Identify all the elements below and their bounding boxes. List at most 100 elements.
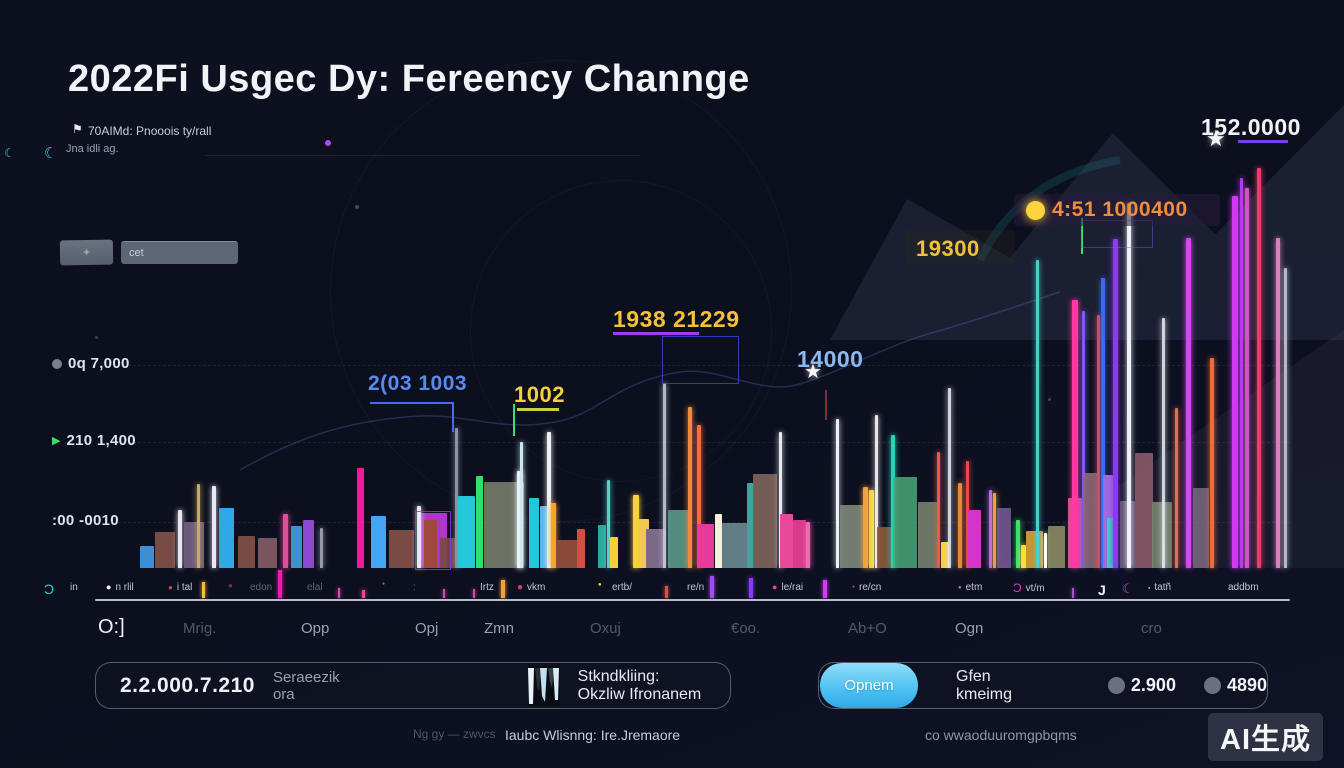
- data-label: 2(03 1003: [368, 372, 468, 395]
- axis-tick: [362, 590, 365, 598]
- tick-dot-icon: ●: [772, 582, 778, 592]
- stat-value-1: 2.900: [1130, 675, 1176, 695]
- axis-tick: [823, 580, 827, 598]
- tick-dot-icon: ●: [168, 582, 173, 592]
- search-input[interactable]: cet: [121, 241, 238, 264]
- stat-value-2: 4890: [1226, 675, 1267, 695]
- connector-line: [825, 390, 827, 420]
- bar: [598, 525, 606, 568]
- bar: [747, 483, 754, 568]
- axis-tick-item: Irtz: [480, 582, 494, 593]
- gridline: [118, 522, 1290, 523]
- triangle-icon: ▶: [52, 435, 61, 447]
- bar: [197, 484, 200, 568]
- axis-tick-item: ●: [228, 582, 233, 590]
- axis-tick: [443, 589, 445, 598]
- bar: [184, 522, 204, 568]
- bar: [417, 506, 421, 568]
- bar: [663, 383, 666, 568]
- axis-tick-item: ertb/: [612, 582, 632, 593]
- bar: [1193, 488, 1209, 568]
- bar: [1135, 453, 1153, 568]
- highlight-box: [905, 230, 1015, 264]
- tick-label: addbm: [1228, 582, 1259, 593]
- bar: [1097, 315, 1100, 568]
- marker-dot: [325, 140, 331, 146]
- tick-label: :: [413, 582, 416, 593]
- bar: [993, 493, 996, 568]
- footnote-right: co wwaoduuromgpbqms: [925, 727, 1077, 743]
- axis-tick-item: ● i tal: [168, 582, 192, 593]
- tick-label: le/rai: [781, 582, 804, 593]
- open-button[interactable]: Opnem: [820, 663, 918, 708]
- data-label: 14000: [797, 346, 864, 372]
- axis-tick-item: ● n rlil: [106, 582, 134, 593]
- axis-tick-item: :: [413, 582, 416, 593]
- tick-label: J: [1098, 582, 1106, 598]
- tick-label: edon: [250, 582, 273, 593]
- summary-label: Seraeezik ora: [272, 668, 340, 703]
- bar: [918, 502, 937, 568]
- bar: [688, 407, 692, 568]
- x-axis-label: Ab+O: [848, 620, 887, 637]
- connector-line: [517, 408, 559, 411]
- bar: [547, 432, 551, 568]
- axis-tick: [501, 580, 505, 598]
- gridline: [118, 365, 1290, 366]
- axis-tick-item: ●: [382, 582, 385, 587]
- bar: [1284, 268, 1287, 568]
- axis-tick-item: ● le/rai: [772, 582, 803, 593]
- bar: [1240, 178, 1243, 568]
- bar: [1044, 533, 1047, 568]
- axis-tick-item: edon: [250, 582, 272, 593]
- y-axis-label: 0q 7,000: [52, 355, 130, 372]
- tick-dot-icon: ●: [598, 582, 602, 588]
- y-axis-label: :00 -0010: [52, 512, 119, 529]
- tick-dot-icon: ●: [852, 584, 856, 590]
- tick-label: re/n: [687, 582, 705, 593]
- bar: [357, 468, 364, 568]
- x-axis-label: Opj: [415, 620, 439, 637]
- bar: [1175, 408, 1178, 568]
- tick-label: tatñ: [1154, 582, 1172, 593]
- bar: [303, 520, 314, 568]
- bar: [1232, 196, 1238, 568]
- x-axis-label: Ogn: [955, 620, 984, 637]
- tick-dot-icon: ☾: [1122, 581, 1134, 596]
- axis-tick-item: J: [1098, 582, 1106, 598]
- data-label: 152.0000: [1201, 114, 1301, 140]
- bar: [291, 526, 302, 568]
- tick-label: n rlil: [115, 582, 134, 593]
- y-axis-label-text: :00 -0010: [52, 512, 119, 529]
- summary-card-left: 2.2.000.7.210 Seraeezik ora Stkndkliing:…: [95, 662, 731, 709]
- bar: [1083, 473, 1100, 568]
- bar: [1276, 238, 1280, 568]
- bar: [1048, 526, 1065, 568]
- axis-tick: [665, 586, 668, 598]
- axis-tick: [749, 578, 753, 598]
- bar: [389, 530, 414, 568]
- highlight-box: [1014, 194, 1220, 226]
- bar: [607, 480, 610, 568]
- axis-tick-item: ●: [598, 582, 602, 588]
- tick-dot-icon: ●: [517, 581, 524, 593]
- bar: [1210, 358, 1214, 568]
- tick-dot-icon: ●: [382, 581, 386, 587]
- bar: [458, 496, 475, 568]
- marker-dot: [355, 205, 359, 209]
- y-axis-label-text: 210 1,400: [66, 432, 136, 449]
- axis-tick: [338, 588, 340, 598]
- bar: [517, 471, 522, 568]
- tick-label: Irtz: [480, 582, 494, 593]
- bar: [966, 461, 969, 568]
- bar: [948, 388, 951, 568]
- decor-ring-large: [330, 60, 792, 522]
- axis-tick: [202, 582, 205, 598]
- data-label: 1002: [514, 382, 565, 407]
- bar: [1257, 168, 1261, 568]
- connector-line: [613, 332, 699, 335]
- tick-label: ertb/: [612, 582, 633, 593]
- x-axis-label: Mrig.: [183, 620, 217, 637]
